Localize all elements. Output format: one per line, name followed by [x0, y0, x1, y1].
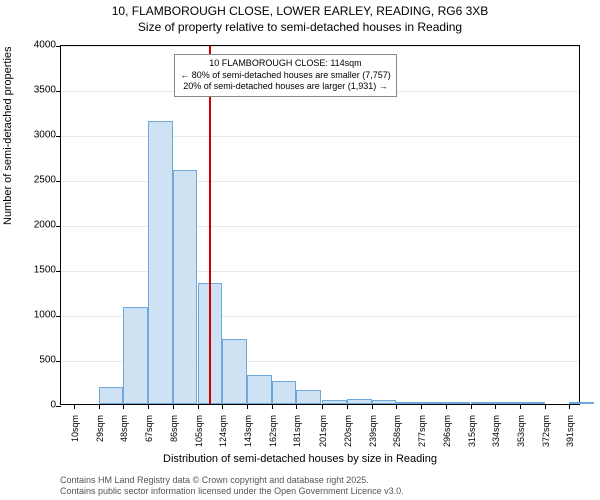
x-tick: [471, 404, 472, 409]
x-tick-label: 258sqm: [392, 415, 402, 455]
x-tick: [421, 404, 422, 409]
x-tick-label: 48sqm: [119, 415, 129, 455]
x-tick-label: 86sqm: [169, 415, 179, 455]
attribution-line1: Contains HM Land Registry data © Crown c…: [60, 475, 404, 487]
x-tick: [272, 404, 273, 409]
x-tick: [495, 404, 496, 409]
y-tick-label: 3500: [34, 85, 56, 96]
y-tick-label: 2000: [34, 220, 56, 231]
histogram-bar: [173, 170, 198, 404]
x-tick: [148, 404, 149, 409]
y-tick: [56, 361, 61, 362]
y-tick: [56, 181, 61, 182]
attribution-text: Contains HM Land Registry data © Crown c…: [60, 475, 404, 498]
x-tick-label: 162sqm: [268, 415, 278, 455]
grid-line: [61, 226, 579, 227]
x-tick: [123, 404, 124, 409]
histogram-bar: [520, 402, 545, 404]
x-tick: [99, 404, 100, 409]
x-tick-label: 29sqm: [95, 415, 105, 455]
y-tick: [56, 406, 61, 407]
x-tick: [247, 404, 248, 409]
x-tick-label: 124sqm: [218, 415, 228, 455]
x-tick-label: 220sqm: [343, 415, 353, 455]
histogram-bar: [495, 402, 520, 404]
chart-area: 10 FLAMBOROUGH CLOSE: 114sqm← 80% of sem…: [60, 45, 580, 405]
marker-line: [209, 46, 211, 404]
annotation-line: 10 FLAMBOROUGH CLOSE: 114sqm: [180, 58, 391, 70]
y-tick: [56, 271, 61, 272]
y-tick-label: 3000: [34, 130, 56, 141]
histogram-bar: [272, 381, 297, 404]
y-tick-label: 500: [39, 355, 56, 366]
x-tick-label: 296sqm: [442, 415, 452, 455]
x-tick-label: 201sqm: [318, 415, 328, 455]
histogram-bar: [247, 375, 272, 404]
chart-title-line2: Size of property relative to semi-detach…: [0, 20, 600, 34]
x-tick: [173, 404, 174, 409]
histogram-bar: [347, 399, 372, 404]
x-tick: [296, 404, 297, 409]
y-tick-label: 4000: [34, 40, 56, 51]
histogram-bar: [396, 402, 421, 404]
y-tick: [56, 226, 61, 227]
x-tick-label: 10sqm: [70, 415, 80, 455]
x-tick: [74, 404, 75, 409]
histogram-bar: [296, 390, 321, 404]
x-tick: [322, 404, 323, 409]
x-tick: [222, 404, 223, 409]
y-tick: [56, 316, 61, 317]
grid-line: [61, 46, 579, 47]
histogram-bar: [471, 402, 496, 404]
x-tick-label: 315sqm: [467, 415, 477, 455]
histogram-bar: [99, 387, 124, 404]
annotation-box: 10 FLAMBOROUGH CLOSE: 114sqm← 80% of sem…: [174, 54, 397, 97]
histogram-bar: [421, 402, 446, 404]
x-tick-label: 353sqm: [516, 415, 526, 455]
x-tick-label: 67sqm: [144, 415, 154, 455]
y-tick-label: 0: [50, 400, 56, 411]
x-tick-label: 143sqm: [243, 415, 253, 455]
histogram-bar: [222, 339, 247, 404]
x-tick-label: 239sqm: [368, 415, 378, 455]
x-tick: [545, 404, 546, 409]
x-tick: [396, 404, 397, 409]
histogram-bar: [446, 402, 471, 404]
attribution-line2: Contains public sector information licen…: [60, 486, 404, 498]
grid-line: [61, 136, 579, 137]
x-tick-label: 181sqm: [292, 415, 302, 455]
y-axis-label: Number of semi-detached properties: [2, 46, 14, 225]
y-tick: [56, 91, 61, 92]
histogram-bar: [322, 400, 347, 405]
x-tick-label: 277sqm: [417, 415, 427, 455]
chart-title-line1: 10, FLAMBOROUGH CLOSE, LOWER EARLEY, REA…: [0, 4, 600, 18]
x-tick: [198, 404, 199, 409]
x-tick-label: 105sqm: [194, 415, 204, 455]
y-tick-label: 1500: [34, 265, 56, 276]
x-tick-label: 372sqm: [541, 415, 551, 455]
histogram-bar: [123, 307, 148, 404]
x-tick: [372, 404, 373, 409]
y-tick: [56, 136, 61, 137]
annotation-line: 20% of semi-detached houses are larger (…: [180, 81, 391, 93]
grid-line: [61, 271, 579, 272]
histogram-bar: [372, 400, 397, 404]
y-tick-label: 1000: [34, 310, 56, 321]
annotation-line: ← 80% of semi-detached houses are smalle…: [180, 70, 391, 82]
x-tick: [569, 404, 570, 409]
x-tick: [520, 404, 521, 409]
x-tick: [347, 404, 348, 409]
x-tick: [446, 404, 447, 409]
y-tick: [56, 46, 61, 47]
x-tick-label: 391sqm: [565, 415, 575, 455]
y-tick-label: 2500: [34, 175, 56, 186]
histogram-bar: [148, 121, 173, 405]
x-tick-label: 334sqm: [491, 415, 501, 455]
grid-line: [61, 181, 579, 182]
histogram-bar: [569, 402, 594, 404]
